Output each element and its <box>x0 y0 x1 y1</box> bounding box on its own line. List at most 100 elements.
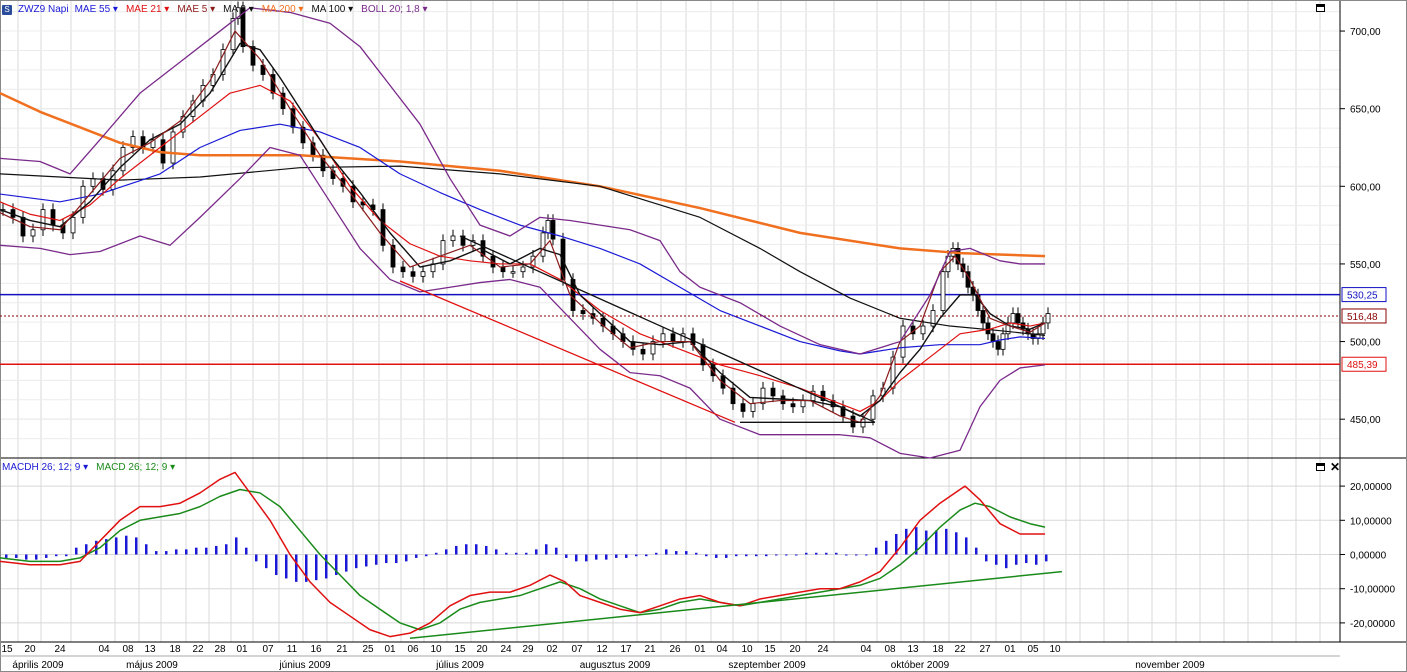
main-legend-item[interactable]: MA 200 ▾ <box>261 4 304 15</box>
x-day-label: 15 <box>454 644 466 655</box>
price-candle <box>750 403 756 412</box>
level-label-box <box>1341 356 1387 372</box>
macd-histogram-bar <box>945 528 948 555</box>
x-month-label: június 2009 <box>278 660 331 671</box>
x-day-label: 15 <box>764 644 776 655</box>
macd-histogram-bar <box>285 554 288 579</box>
y-tick-label: 500,00 <box>1350 338 1381 349</box>
price-candle <box>1045 313 1051 324</box>
macd-histogram-bar <box>915 527 918 555</box>
macd-histogram-bar <box>875 547 878 555</box>
x-day-label: 06 <box>407 644 419 655</box>
price-candle <box>70 216 76 234</box>
series-line <box>0 92 1046 258</box>
macd-histogram-bar <box>985 554 988 562</box>
macd-histogram-bar <box>905 528 908 555</box>
maximize-main-button[interactable] <box>1316 4 1325 12</box>
y-tick-label: 650,00 <box>1350 105 1381 116</box>
x-day-label: 01 <box>384 644 396 655</box>
x-day-label: 21 <box>644 644 656 655</box>
price-candle <box>520 266 526 273</box>
price-candle <box>1000 333 1006 350</box>
price-candle <box>130 136 136 148</box>
macd-histogram-bar <box>685 551 688 555</box>
price-candle <box>390 244 396 268</box>
macd-histogram-bar <box>665 549 668 555</box>
macd-histogram-bar <box>675 551 678 555</box>
macd-histogram-bar <box>705 554 708 557</box>
main-legend-item[interactable]: MAE 5 ▾ <box>177 4 216 15</box>
main-legend-item[interactable]: MA 100 ▾ <box>311 4 354 15</box>
macd-legend-item[interactable]: MACDH 26; 12; 9 ▾ <box>2 462 89 473</box>
macd-histogram-bar <box>655 552 658 555</box>
x-day-label: 10 <box>1049 644 1061 655</box>
x-day-label: 07 <box>571 644 583 655</box>
macd-histogram-bar <box>65 554 68 557</box>
macd-histogram-bar <box>635 554 638 557</box>
price-candle <box>900 325 906 358</box>
macd-y-tick-label: -20,00000 <box>1350 619 1395 630</box>
macd-histogram-bar <box>115 537 118 555</box>
macd-histogram-bar <box>15 554 18 558</box>
x-day-label: 11 <box>287 644 298 655</box>
price-candle <box>40 209 46 231</box>
x-day-label: 26 <box>669 644 681 655</box>
macd-histogram-bar <box>445 549 448 555</box>
y-tick-label: 550,00 <box>1350 260 1381 271</box>
macd-legend-item[interactable]: MACD 26; 12; 9 ▾ <box>96 462 176 473</box>
macd-histogram-bar <box>845 554 848 556</box>
price-candle <box>400 266 406 273</box>
macd-histogram-bar <box>565 554 568 558</box>
x-day-label: 29 <box>522 644 534 655</box>
series-line <box>0 165 1046 336</box>
symbol-icon[interactable]: S <box>2 4 12 15</box>
macd-histogram-bar <box>195 547 198 555</box>
price-candle <box>410 271 416 277</box>
price-candle <box>450 235 456 242</box>
main-legend-item[interactable]: MAE 55 ▾ <box>74 4 118 15</box>
x-day-label: 07 <box>262 644 274 655</box>
price-candle <box>380 209 386 246</box>
macd-histogram-bar <box>625 554 628 558</box>
price-candle <box>220 49 226 75</box>
macd-histogram-bar <box>355 554 358 569</box>
price-candle <box>300 126 306 144</box>
price-candle <box>955 248 961 265</box>
price-candle <box>1015 313 1021 324</box>
price-candle <box>740 403 746 412</box>
x-month-label: május 2009 <box>126 660 178 671</box>
x-day-label: 04 <box>98 644 110 655</box>
x-day-label: 04 <box>860 644 872 655</box>
main-legend-item[interactable]: MA 8 ▾ <box>223 4 254 15</box>
close-macd-icon[interactable]: ✕ <box>1330 460 1341 474</box>
x-day-label: 10 <box>430 644 442 655</box>
macd-histogram-bar <box>375 554 378 565</box>
main-legend-item[interactable]: BOLL 20; 1,8 ▾ <box>361 4 428 15</box>
price-candle <box>420 271 426 277</box>
macd-y-tick-label: 0,00000 <box>1350 551 1387 562</box>
macd-histogram-bar <box>175 549 178 555</box>
x-day-label: 16 <box>310 644 322 655</box>
macd-histogram-bar <box>185 549 188 555</box>
macd-histogram-bar <box>1035 554 1038 565</box>
price-candle <box>540 232 546 257</box>
macd-histogram-bar <box>715 554 718 558</box>
y-tick-label: 600,00 <box>1350 182 1381 193</box>
price-candle <box>340 178 346 187</box>
macd-histogram-bar <box>545 544 548 555</box>
macd-histogram-bar <box>515 552 518 555</box>
level-label: 530,25 <box>1347 291 1378 302</box>
x-day-label: 15 <box>1 644 13 655</box>
x-day-label: 20 <box>789 644 801 655</box>
macd-histogram-bar <box>135 537 138 555</box>
maximize-macd-button[interactable] <box>1316 463 1325 471</box>
series-line <box>0 123 1046 355</box>
symbol-label[interactable]: ZWZ9 Napi <box>18 4 69 15</box>
macd-histogram-bar <box>645 554 648 557</box>
price-candle <box>730 387 736 405</box>
price-candle <box>90 178 96 187</box>
macd-histogram-bar <box>435 552 438 555</box>
main-legend-item[interactable]: MAE 21 ▾ <box>125 4 170 15</box>
x-day-label: 25 <box>362 644 374 655</box>
